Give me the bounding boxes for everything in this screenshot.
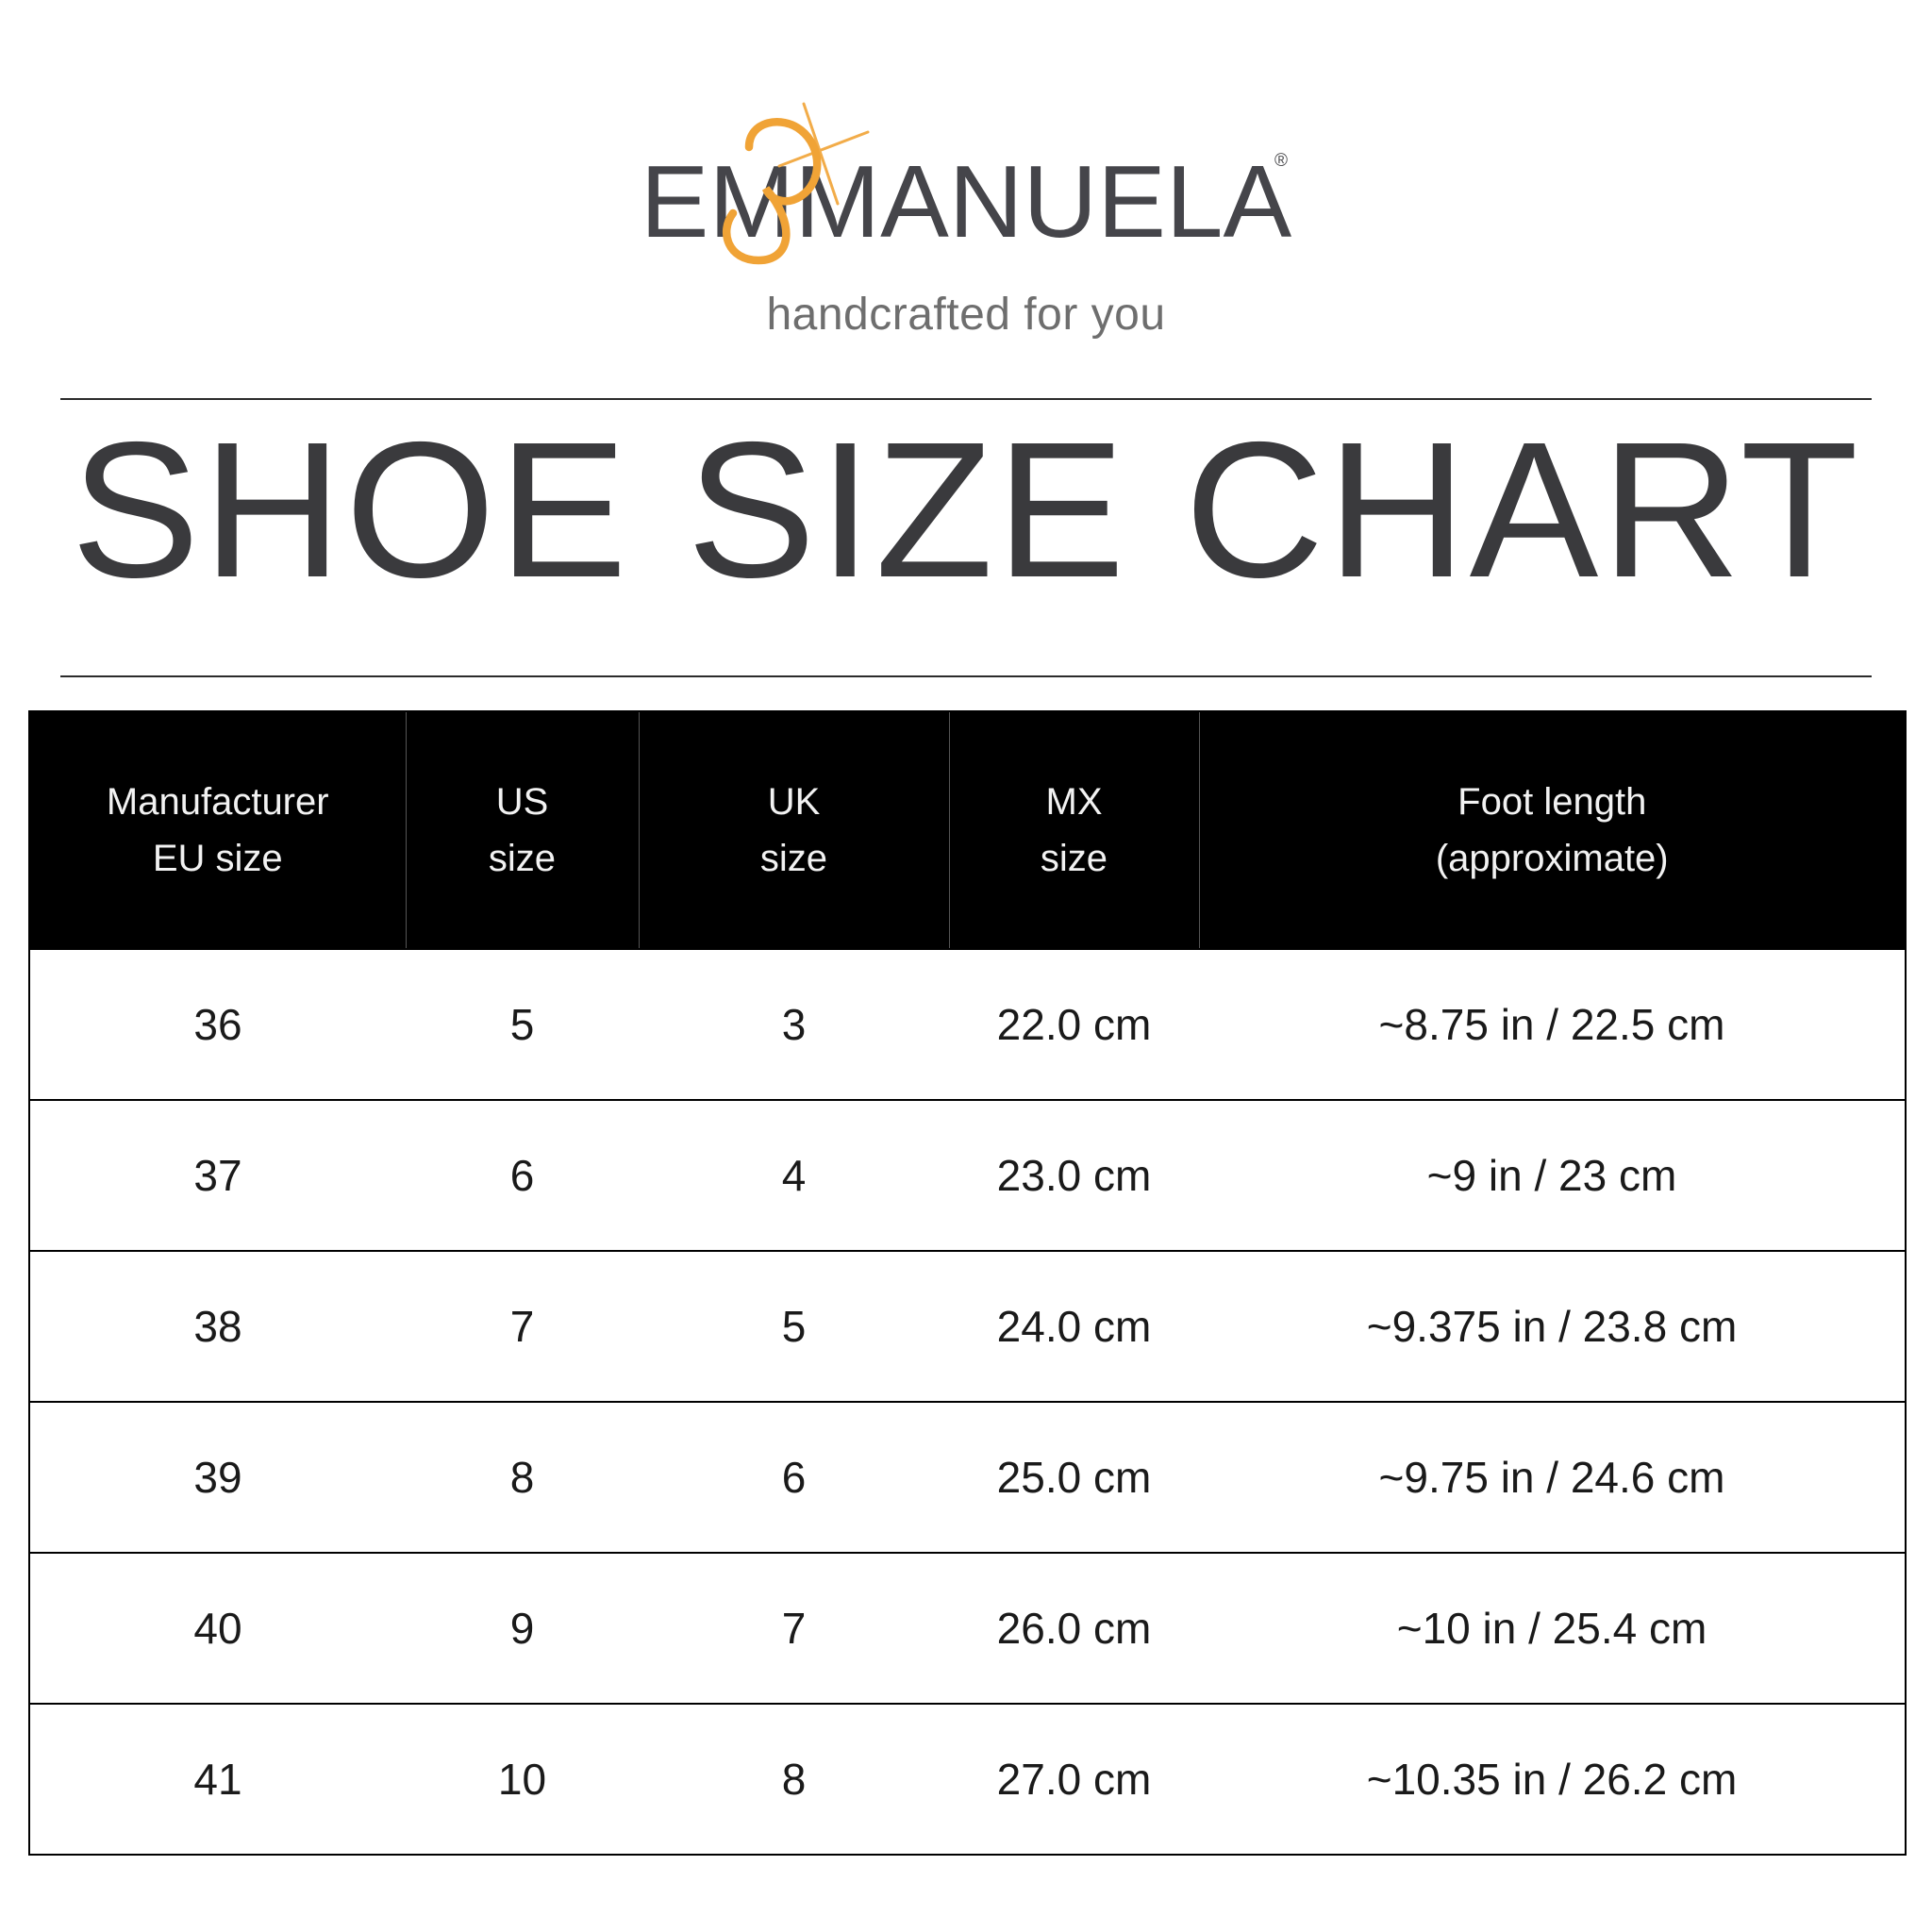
svg-text:EMMANUELA: EMMANUELA (641, 144, 1292, 259)
svg-text:®: ® (1274, 151, 1288, 171)
